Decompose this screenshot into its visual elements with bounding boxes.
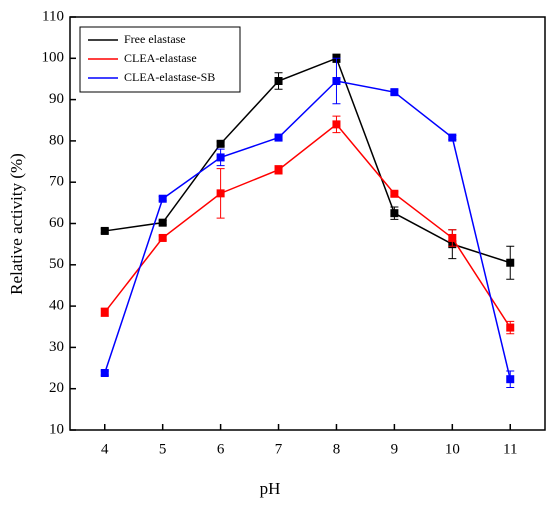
y-tick-label: 100 (42, 50, 65, 66)
y-tick-label: 10 (49, 421, 64, 437)
marker (158, 194, 167, 203)
x-tick-label: 6 (217, 441, 225, 457)
marker (332, 120, 341, 129)
x-tick-label: 11 (503, 441, 517, 457)
y-tick-label: 60 (49, 215, 64, 231)
y-tick-label: 90 (49, 91, 64, 107)
marker (390, 189, 399, 198)
marker (158, 218, 167, 227)
marker (100, 369, 109, 378)
marker (332, 77, 341, 86)
marker (506, 323, 515, 332)
legend-label: Free elastase (124, 32, 186, 46)
marker (506, 258, 515, 267)
marker (390, 209, 399, 218)
marker (216, 139, 225, 148)
marker (216, 153, 225, 162)
x-tick-label: 7 (275, 441, 283, 457)
marker (274, 77, 283, 86)
marker (274, 133, 283, 142)
y-tick-label: 80 (49, 132, 64, 148)
marker (100, 308, 109, 317)
series-line (104, 57, 511, 264)
y-tick-label: 30 (49, 339, 64, 355)
legend-label: CLEA-elastase (124, 51, 197, 65)
marker (390, 88, 399, 97)
marker (506, 375, 515, 384)
y-axis-title: Relative activity (%) (7, 153, 26, 295)
series-line (104, 80, 511, 380)
y-tick-label: 20 (49, 380, 64, 396)
marker (448, 233, 457, 242)
marker (158, 233, 167, 242)
y-tick-label: 40 (49, 298, 64, 314)
y-tick-label: 50 (49, 256, 64, 272)
series-line (104, 123, 511, 328)
marker (274, 165, 283, 174)
marker (448, 133, 457, 142)
x-tick-label: 9 (391, 441, 399, 457)
x-tick-label: 8 (333, 441, 341, 457)
x-tick-label: 5 (159, 441, 167, 457)
y-tick-label: 110 (42, 8, 64, 24)
y-tick-label: 70 (49, 174, 64, 190)
x-tick-label: 4 (101, 441, 109, 457)
x-axis-title: pH (260, 479, 281, 498)
x-tick-label: 10 (445, 441, 460, 457)
marker (216, 189, 225, 198)
marker (100, 226, 109, 235)
legend-label: CLEA-elastase-SB (124, 70, 215, 84)
